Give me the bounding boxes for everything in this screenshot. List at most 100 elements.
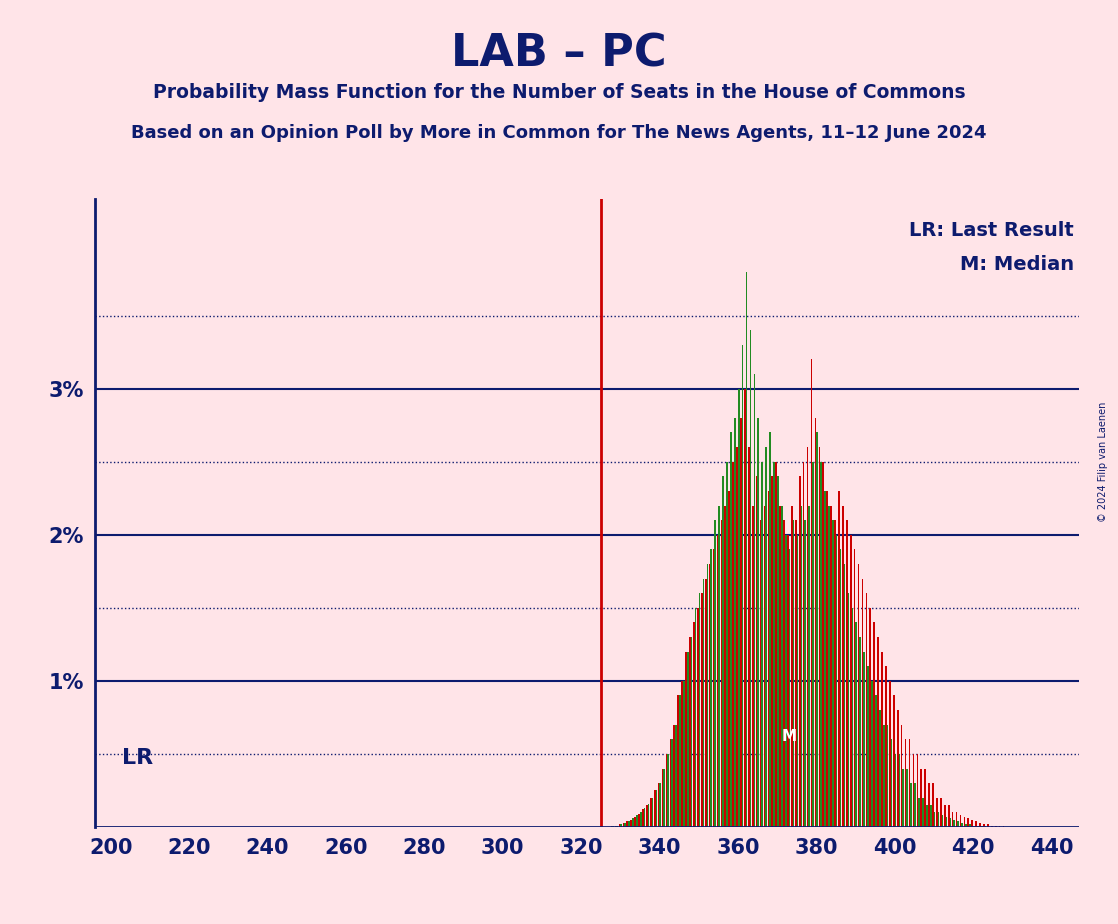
Bar bbox=[662, 769, 663, 827]
Bar bbox=[965, 824, 967, 827]
Bar bbox=[879, 710, 881, 827]
Bar bbox=[610, 825, 613, 827]
Bar bbox=[738, 389, 739, 827]
Bar bbox=[831, 505, 832, 827]
Bar bbox=[902, 769, 904, 827]
Bar bbox=[889, 681, 891, 827]
Bar bbox=[761, 462, 762, 827]
Bar bbox=[865, 593, 868, 827]
Bar bbox=[655, 790, 657, 827]
Bar bbox=[928, 784, 930, 827]
Bar bbox=[807, 447, 808, 827]
Bar bbox=[724, 505, 726, 827]
Bar bbox=[818, 447, 821, 827]
Bar bbox=[681, 681, 683, 827]
Bar bbox=[756, 476, 758, 827]
Bar bbox=[733, 418, 736, 827]
Bar bbox=[912, 754, 915, 827]
Bar bbox=[632, 819, 634, 827]
Bar bbox=[758, 418, 759, 827]
Bar bbox=[720, 520, 722, 827]
Bar bbox=[787, 535, 789, 827]
Bar bbox=[642, 809, 644, 827]
Bar bbox=[926, 805, 928, 827]
Bar bbox=[737, 447, 738, 827]
Bar bbox=[891, 739, 892, 827]
Bar bbox=[998, 826, 1001, 827]
Text: M: M bbox=[781, 729, 796, 744]
Bar bbox=[828, 505, 830, 827]
Bar bbox=[792, 505, 793, 827]
Bar bbox=[870, 608, 871, 827]
Bar bbox=[626, 821, 628, 827]
Bar bbox=[774, 462, 775, 827]
Bar bbox=[824, 491, 826, 827]
Bar bbox=[660, 784, 661, 827]
Bar bbox=[983, 824, 985, 827]
Bar bbox=[704, 578, 707, 827]
Bar bbox=[813, 462, 814, 827]
Bar bbox=[967, 819, 969, 827]
Bar bbox=[671, 739, 673, 827]
Bar bbox=[946, 817, 947, 827]
Bar bbox=[959, 815, 961, 827]
Bar bbox=[624, 822, 626, 827]
Bar bbox=[638, 814, 639, 827]
Bar bbox=[673, 724, 675, 827]
Bar bbox=[644, 808, 645, 827]
Bar bbox=[795, 520, 797, 827]
Bar bbox=[832, 520, 834, 827]
Bar bbox=[697, 608, 699, 827]
Bar bbox=[618, 824, 620, 827]
Bar bbox=[932, 784, 934, 827]
Bar bbox=[615, 825, 616, 827]
Bar bbox=[847, 593, 850, 827]
Bar bbox=[768, 491, 769, 827]
Bar bbox=[910, 784, 912, 827]
Bar bbox=[623, 822, 624, 827]
Bar bbox=[740, 418, 741, 827]
Bar bbox=[948, 805, 949, 827]
Bar bbox=[710, 550, 712, 827]
Bar bbox=[938, 812, 939, 827]
Bar bbox=[941, 815, 944, 827]
Bar bbox=[838, 491, 840, 827]
Bar bbox=[793, 520, 795, 827]
Bar bbox=[957, 821, 959, 827]
Bar bbox=[699, 593, 700, 827]
Bar bbox=[709, 564, 710, 827]
Bar bbox=[922, 797, 923, 827]
Bar bbox=[893, 696, 894, 827]
Bar bbox=[980, 826, 983, 827]
Bar bbox=[766, 447, 767, 827]
Bar bbox=[683, 681, 684, 827]
Text: Based on an Opinion Poll by More in Common for The News Agents, 11–12 June 2024: Based on an Opinion Poll by More in Comm… bbox=[131, 124, 987, 141]
Bar bbox=[726, 462, 728, 827]
Bar bbox=[815, 418, 816, 827]
Bar bbox=[808, 505, 811, 827]
Bar bbox=[620, 824, 622, 827]
Bar bbox=[771, 476, 774, 827]
Bar bbox=[779, 505, 781, 827]
Bar bbox=[925, 769, 926, 827]
Bar bbox=[667, 754, 669, 827]
Bar bbox=[639, 812, 642, 827]
Bar bbox=[868, 666, 869, 827]
Bar bbox=[760, 520, 761, 827]
Bar bbox=[858, 564, 860, 827]
Bar bbox=[712, 550, 714, 827]
Bar bbox=[860, 637, 861, 827]
Bar bbox=[964, 817, 965, 827]
Bar bbox=[764, 505, 766, 827]
Bar bbox=[973, 825, 975, 827]
Bar bbox=[628, 821, 629, 827]
Bar bbox=[881, 651, 883, 827]
Bar bbox=[897, 710, 899, 827]
Bar bbox=[745, 389, 746, 827]
Bar bbox=[657, 784, 660, 827]
Text: M: Median: M: Median bbox=[960, 255, 1074, 274]
Bar bbox=[718, 505, 720, 827]
Bar bbox=[805, 520, 806, 827]
Bar bbox=[904, 739, 907, 827]
Text: LAB – PC: LAB – PC bbox=[452, 32, 666, 76]
